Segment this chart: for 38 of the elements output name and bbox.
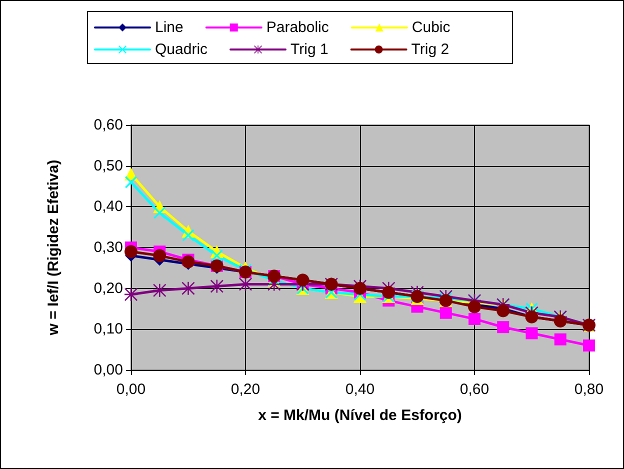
x-tick-label: 0,40 xyxy=(345,381,375,398)
legend-label: Cubic xyxy=(412,19,451,36)
legend-label: Line xyxy=(155,19,184,36)
x-tick-label: 0,80 xyxy=(574,381,604,398)
point xyxy=(497,321,510,334)
x-tick-label: 0,60 xyxy=(460,381,490,398)
point xyxy=(496,304,510,318)
x-axis-title: x = Mk/Mu (Nível de Esforço) xyxy=(258,407,462,424)
x-tick-label: 0,20 xyxy=(230,381,260,398)
y-axis-title: w = Ief/I (Rigidez Efetiva) xyxy=(45,160,62,336)
legend-label: Parabolic xyxy=(266,19,330,36)
legend-label: Trig 2 xyxy=(411,41,450,58)
legend-label: Trig 1 xyxy=(290,41,328,58)
y-tick-label: 0,10 xyxy=(94,320,123,338)
point xyxy=(182,229,194,242)
point xyxy=(153,249,166,262)
point xyxy=(583,340,595,352)
y-tick-label: 0,30 xyxy=(94,239,123,256)
point xyxy=(210,280,224,293)
point xyxy=(210,250,223,262)
point xyxy=(125,176,137,188)
y-tick-label: 0,60 xyxy=(94,116,123,134)
point xyxy=(239,278,252,291)
point xyxy=(124,245,138,258)
point xyxy=(153,284,166,297)
y-tick-label: 0,40 xyxy=(94,198,123,216)
point xyxy=(154,206,166,219)
point xyxy=(182,255,195,268)
legend-label: Quadric xyxy=(155,41,208,58)
point xyxy=(526,327,538,340)
point xyxy=(468,300,481,314)
point xyxy=(468,312,480,325)
y-tick-label: 0,20 xyxy=(94,280,123,297)
y-tick-label: 0,50 xyxy=(94,157,123,174)
y-tick-label: 0,00 xyxy=(94,362,123,378)
point xyxy=(440,306,452,319)
point xyxy=(554,333,566,346)
x-tick-label: 0,00 xyxy=(116,381,146,398)
